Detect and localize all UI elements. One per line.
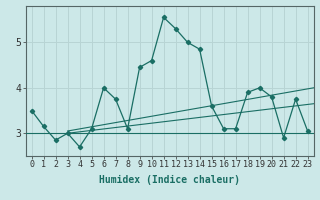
X-axis label: Humidex (Indice chaleur): Humidex (Indice chaleur) bbox=[99, 175, 240, 185]
